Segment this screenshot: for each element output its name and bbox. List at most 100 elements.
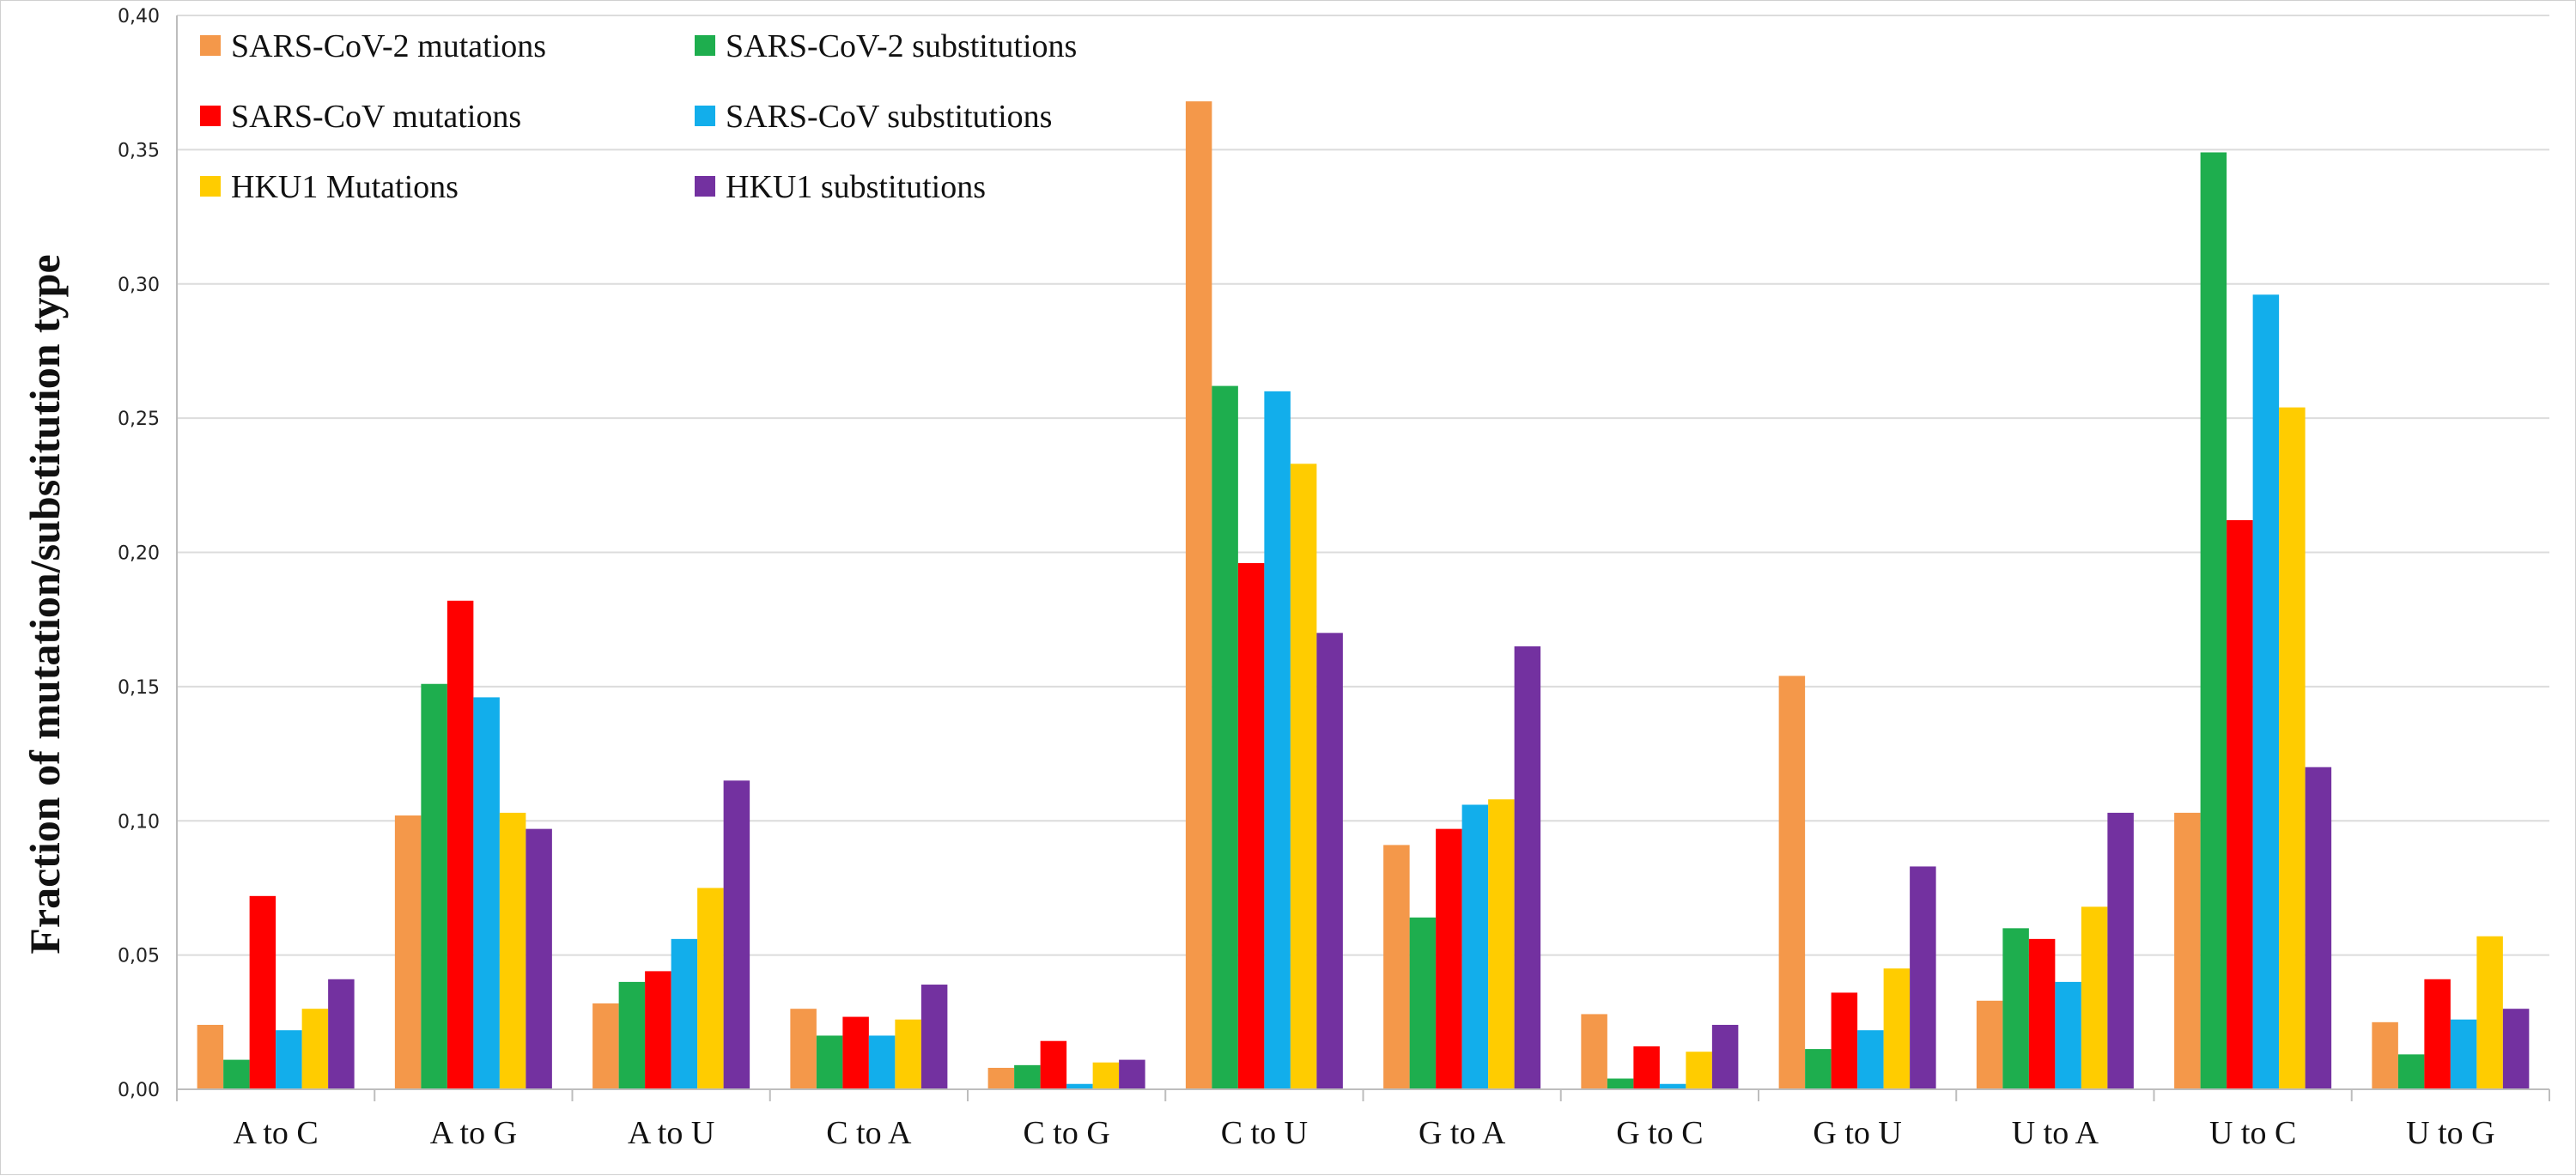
y-axis-title: Fraction of mutation/substitution type bbox=[21, 254, 69, 954]
bar bbox=[1857, 1030, 1884, 1089]
legend-label: SARS-CoV-2 mutations bbox=[231, 28, 546, 64]
x-tick-label: C to A bbox=[826, 1115, 912, 1151]
bar bbox=[301, 1009, 329, 1089]
bar bbox=[1212, 385, 1238, 1090]
bar bbox=[447, 600, 474, 1089]
bar bbox=[2476, 936, 2503, 1089]
legend-swatch bbox=[200, 35, 221, 56]
bar bbox=[394, 815, 422, 1089]
bar bbox=[499, 812, 526, 1089]
bar bbox=[723, 780, 750, 1089]
y-tick-labels: 0,00 0,05 0,10 0,15 0,20 0,25 0,30 0,35 0,40 bbox=[118, 6, 160, 1101]
bars bbox=[197, 101, 2530, 1090]
bar bbox=[223, 1059, 250, 1089]
bar bbox=[1514, 646, 1541, 1089]
x-tick-label: A to G bbox=[430, 1115, 517, 1151]
bar bbox=[618, 981, 646, 1089]
x-tick-label: G to C bbox=[1616, 1115, 1703, 1151]
bar bbox=[1711, 1024, 1739, 1089]
bar bbox=[249, 895, 276, 1089]
y-tick-label: 0,30 bbox=[118, 275, 160, 296]
y-tick-label: 0,00 bbox=[118, 1080, 160, 1101]
bar bbox=[1831, 992, 1858, 1089]
bar bbox=[1264, 391, 1291, 1090]
x-tick-label: C to U bbox=[1221, 1115, 1308, 1151]
bar bbox=[1092, 1062, 1120, 1089]
y-tick-label: 0,35 bbox=[118, 140, 160, 161]
gridlines bbox=[177, 15, 2549, 956]
bar bbox=[842, 1016, 869, 1089]
bar bbox=[2252, 294, 2280, 1089]
bar bbox=[2002, 928, 2029, 1089]
bar bbox=[895, 1019, 921, 1089]
bar bbox=[1290, 464, 1317, 1089]
legend-label: HKU1 Mutations bbox=[231, 169, 459, 205]
bar bbox=[697, 888, 724, 1089]
bar bbox=[645, 971, 671, 1089]
bar bbox=[2200, 152, 2227, 1090]
bar bbox=[1436, 828, 1462, 1089]
bar bbox=[526, 828, 552, 1089]
bar bbox=[473, 697, 500, 1089]
bar bbox=[2028, 938, 2056, 1089]
bar bbox=[2279, 407, 2306, 1089]
y-tick-label: 0,20 bbox=[118, 543, 160, 565]
x-tick-label: G to U bbox=[1813, 1115, 1901, 1151]
bar bbox=[592, 1003, 619, 1089]
bar bbox=[1910, 866, 1936, 1089]
legend-swatch bbox=[695, 35, 715, 56]
legend-swatch bbox=[200, 176, 221, 197]
bar bbox=[328, 979, 355, 1089]
bar bbox=[2372, 1021, 2398, 1089]
bar bbox=[816, 1035, 843, 1089]
legend-label: HKU1 substitutions bbox=[726, 169, 986, 205]
bar bbox=[1461, 804, 1489, 1089]
bar bbox=[987, 1067, 1015, 1089]
bar bbox=[1686, 1052, 1712, 1089]
x-tick-label: G to A bbox=[1419, 1115, 1506, 1151]
legend-swatch bbox=[200, 106, 221, 126]
bar bbox=[1581, 1014, 1607, 1089]
bar bbox=[1066, 1083, 1093, 1089]
bar bbox=[1659, 1083, 1686, 1089]
bar bbox=[2081, 906, 2108, 1089]
x-tick-label: U to G bbox=[2406, 1115, 2494, 1151]
y-tick-label: 0,15 bbox=[118, 677, 160, 699]
x-tick-label: C to G bbox=[1023, 1115, 1109, 1151]
legend-swatch bbox=[695, 106, 715, 126]
bar bbox=[2397, 1054, 2425, 1089]
bar bbox=[1778, 676, 1806, 1089]
bar bbox=[2450, 1019, 2477, 1089]
bar bbox=[1040, 1040, 1067, 1089]
bar bbox=[1633, 1046, 1660, 1089]
y-tick-label: 0,25 bbox=[118, 409, 160, 430]
bar bbox=[2174, 812, 2201, 1089]
legend: SARS-CoV-2 mutations SARS-CoV-2 substitut… bbox=[200, 28, 1077, 205]
y-tick-label: 0,05 bbox=[118, 946, 160, 967]
bar bbox=[2227, 519, 2253, 1089]
bar bbox=[1119, 1059, 1145, 1089]
bar bbox=[868, 1035, 896, 1089]
bar bbox=[1316, 633, 1343, 1089]
bar bbox=[2502, 1009, 2530, 1089]
legend-swatch bbox=[695, 176, 715, 197]
bar bbox=[790, 1009, 817, 1089]
x-tick-label: U to A bbox=[2012, 1115, 2099, 1151]
y-tick-label: 0,10 bbox=[118, 811, 160, 833]
bar bbox=[1488, 799, 1515, 1089]
x-tick-labels: A to C A to G A to U C to A C to G C to U G to… bbox=[176, 1089, 2550, 1151]
bar bbox=[1883, 968, 1911, 1089]
bar bbox=[2305, 767, 2332, 1089]
legend-label: SARS-CoV substitutions bbox=[726, 99, 1052, 135]
bar bbox=[1976, 1000, 2003, 1089]
bar bbox=[1607, 1078, 1634, 1089]
bar bbox=[1383, 845, 1410, 1089]
bar bbox=[276, 1030, 302, 1089]
legend-label: SARS-CoV-2 substitutions bbox=[726, 28, 1077, 64]
x-tick-label: U to C bbox=[2209, 1115, 2296, 1151]
bar bbox=[1014, 1064, 1041, 1089]
bar bbox=[197, 1024, 224, 1089]
bar bbox=[421, 683, 447, 1089]
